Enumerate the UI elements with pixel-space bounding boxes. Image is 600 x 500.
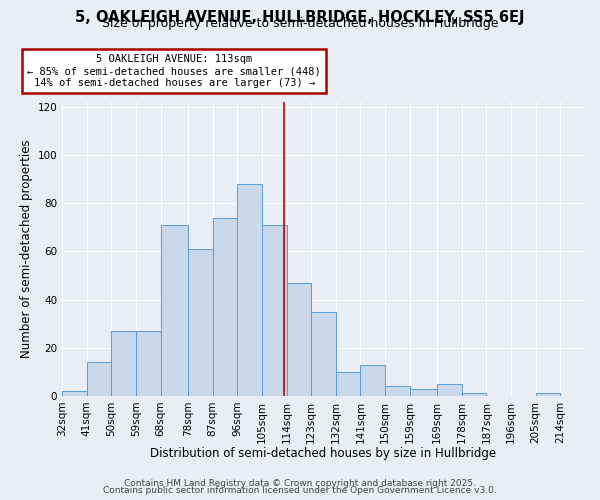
Bar	[287, 282, 311, 396]
Text: Size of property relative to semi-detached houses in Hullbridge: Size of property relative to semi-detach…	[102, 18, 498, 30]
Bar	[262, 225, 287, 396]
Bar	[237, 184, 262, 396]
Bar	[462, 394, 487, 396]
Bar	[86, 362, 112, 396]
Text: Contains HM Land Registry data © Crown copyright and database right 2025.: Contains HM Land Registry data © Crown c…	[124, 478, 476, 488]
Bar	[62, 391, 86, 396]
Bar	[112, 331, 136, 396]
Bar	[536, 394, 560, 396]
Bar	[361, 364, 385, 396]
Bar	[212, 218, 237, 396]
Bar	[188, 249, 212, 396]
Bar	[311, 312, 336, 396]
Bar	[437, 384, 462, 396]
X-axis label: Distribution of semi-detached houses by size in Hullbridge: Distribution of semi-detached houses by …	[151, 447, 497, 460]
Bar	[136, 331, 161, 396]
Y-axis label: Number of semi-detached properties: Number of semi-detached properties	[20, 140, 33, 358]
Bar	[161, 225, 188, 396]
Bar	[336, 372, 361, 396]
Text: Contains public sector information licensed under the Open Government Licence v3: Contains public sector information licen…	[103, 486, 497, 495]
Text: 5, OAKLEIGH AVENUE, HULLBRIDGE, HOCKLEY, SS5 6EJ: 5, OAKLEIGH AVENUE, HULLBRIDGE, HOCKLEY,…	[75, 10, 525, 25]
Bar	[410, 388, 437, 396]
Text: 5 OAKLEIGH AVENUE: 113sqm
← 85% of semi-detached houses are smaller (448)
14% of: 5 OAKLEIGH AVENUE: 113sqm ← 85% of semi-…	[28, 54, 321, 88]
Bar	[385, 386, 410, 396]
